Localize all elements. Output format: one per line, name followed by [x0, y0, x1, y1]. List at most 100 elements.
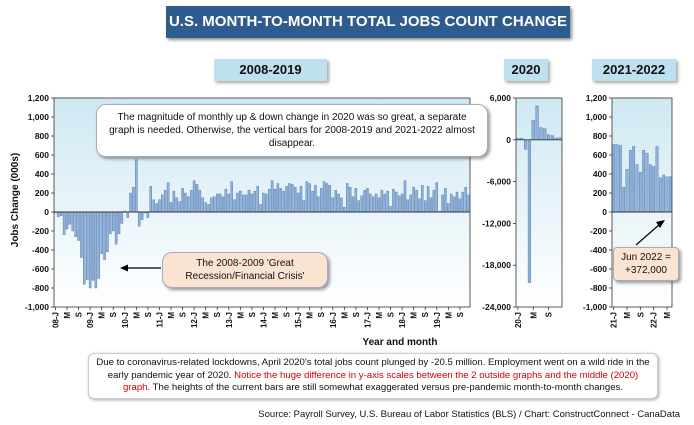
bar — [403, 180, 407, 213]
bar — [68, 211, 72, 225]
bar — [311, 190, 314, 213]
x-tick-label: M — [271, 312, 280, 319]
bar — [239, 190, 242, 213]
bar — [458, 198, 462, 213]
bar — [91, 211, 95, 281]
bar — [175, 197, 178, 213]
bar — [294, 187, 297, 213]
bar — [357, 200, 360, 213]
y-tick-label: 800 — [593, 131, 607, 141]
bar — [658, 177, 662, 213]
x-tick-label: S — [75, 311, 84, 317]
x-tick-label: 08-J — [51, 312, 60, 328]
bar — [302, 200, 306, 213]
bar — [612, 144, 616, 213]
bar — [412, 187, 415, 213]
x-tick-label: M — [529, 312, 538, 319]
bar — [268, 189, 271, 213]
bar — [450, 193, 453, 213]
bar — [250, 193, 254, 213]
x-tick-label: 16-J — [329, 312, 338, 328]
x-tick-label: 15-J — [294, 312, 303, 328]
bar — [369, 193, 372, 213]
bar — [230, 181, 233, 213]
bar — [325, 183, 329, 213]
y-tick-label: 200 — [35, 188, 49, 198]
panel-2021-2022: -1,000 -800 -600 -400 -200 0 200 400 600 800 1,000… — [583, 93, 673, 328]
bar — [109, 211, 112, 235]
bar — [259, 204, 262, 213]
bar — [668, 176, 672, 213]
bar — [149, 186, 152, 213]
bar — [392, 189, 395, 213]
bar — [253, 190, 256, 213]
bar — [340, 197, 343, 213]
bar — [638, 171, 642, 213]
callout-scale-note: The magnitude of monthly up & down chang… — [96, 104, 488, 157]
bar — [138, 211, 141, 227]
chart-title: U.S. MONTH-TO-MONTH TOTAL JOBS COUNT CHA… — [166, 6, 570, 38]
bar — [424, 200, 427, 213]
y-tick-label: -1,000 — [583, 302, 607, 312]
y-tick-label: -6,000 — [487, 177, 511, 187]
bar — [655, 146, 659, 213]
bar — [539, 127, 543, 140]
y-tick-label: -400 — [32, 245, 49, 255]
bar — [615, 144, 619, 213]
bar — [276, 183, 280, 213]
bar — [421, 185, 424, 213]
y-tick-label: -800 — [590, 283, 607, 293]
bar — [166, 182, 170, 213]
bar — [328, 185, 332, 213]
bar — [120, 211, 124, 224]
bar — [262, 192, 265, 213]
bar — [62, 211, 66, 235]
bar — [308, 183, 311, 213]
bar — [97, 211, 100, 279]
x-tick-label: M — [98, 312, 107, 319]
footnote-box: Due to coronavirus-related lockdowns, Ap… — [88, 353, 658, 399]
x-axis-label: Year and month — [362, 337, 437, 348]
bar — [337, 193, 340, 213]
bar — [135, 159, 138, 213]
bar — [152, 199, 155, 213]
bar — [172, 190, 176, 213]
bar — [83, 211, 86, 285]
bar — [383, 193, 386, 213]
bar — [273, 189, 277, 213]
bar — [435, 182, 438, 213]
callout-jun-line1: Jun 2022 = — [621, 252, 671, 263]
bar — [642, 150, 646, 213]
bar — [195, 184, 199, 213]
bar — [117, 211, 121, 235]
bar — [112, 211, 115, 232]
bar — [447, 203, 450, 213]
x-tick-label: M — [202, 312, 211, 319]
bar — [550, 135, 554, 140]
bar — [351, 196, 355, 213]
y-tick-label: -800 — [32, 283, 49, 293]
bar — [256, 186, 259, 213]
bar — [635, 164, 639, 213]
footnote-part3: The heights of the current bars are stil… — [150, 382, 624, 393]
y-tick-label: -12,000 — [482, 218, 511, 228]
bar — [464, 187, 467, 213]
y-tick-label: 1,200 — [28, 93, 50, 103]
bar — [74, 211, 77, 237]
bar — [155, 203, 158, 213]
bar — [181, 188, 184, 213]
panel-2020: -24,000 -18,000 -12,000 -6,000 0 6,000 20-J M S — [482, 93, 563, 328]
x-tick-label: S — [248, 311, 257, 317]
y-tick-label: -600 — [590, 264, 607, 274]
x-tick-label: S — [179, 311, 188, 317]
x-tick-label: M — [623, 312, 632, 319]
callout-jun-line2: +372,000 — [625, 265, 667, 276]
bar — [190, 189, 193, 213]
x-tick-label: 14-J — [259, 312, 268, 328]
bar — [140, 211, 144, 220]
x-tick-label: 21-J — [610, 312, 619, 328]
x-tick-label: 20-J — [514, 312, 523, 328]
bar — [184, 192, 187, 213]
x-tick-label: 18-J — [398, 312, 407, 328]
bar — [441, 194, 444, 213]
